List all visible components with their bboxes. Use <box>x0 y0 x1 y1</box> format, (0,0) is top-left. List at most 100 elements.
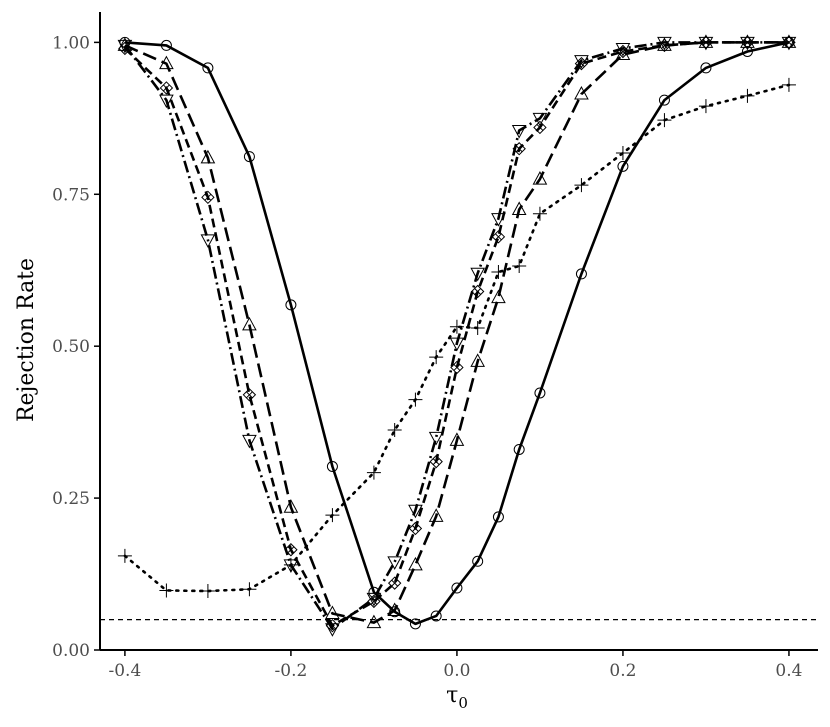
data-point <box>512 258 527 273</box>
data-point <box>492 511 504 523</box>
data-point <box>283 499 299 513</box>
data-point <box>428 508 444 522</box>
data-point <box>449 319 464 334</box>
data-point-diamond <box>159 81 174 95</box>
data-point <box>532 171 548 185</box>
data-point-diamond <box>491 230 506 244</box>
data-point-cross <box>412 525 419 532</box>
data-point <box>472 555 484 567</box>
data-point <box>200 584 215 599</box>
data-point <box>513 443 525 455</box>
data-point-cross <box>515 145 523 153</box>
data-point-diamond <box>574 56 589 71</box>
series-3 <box>118 35 796 633</box>
data-point <box>698 36 714 51</box>
series-line <box>124 41 789 628</box>
data-point <box>159 81 174 95</box>
data-point <box>741 45 753 57</box>
y-tick-label: 0.50 <box>52 337 90 357</box>
x-tick-label: -0.2 <box>275 661 308 681</box>
data-point <box>283 557 298 572</box>
data-point <box>408 521 423 536</box>
data-point <box>657 36 672 51</box>
data-point <box>366 465 381 480</box>
data-point <box>700 62 712 74</box>
data-point-cross <box>474 288 482 295</box>
y-axis-title: Rejection Rate <box>14 258 39 422</box>
data-point <box>387 556 403 570</box>
data-point <box>698 99 713 114</box>
data-point <box>617 160 629 172</box>
data-point <box>658 94 670 106</box>
data-point <box>428 431 444 446</box>
data-point <box>159 583 174 598</box>
x-tick-label: 0.2 <box>609 661 636 681</box>
y-tick-label: 0.25 <box>52 489 90 509</box>
data-point <box>533 120 547 135</box>
data-point-cross <box>432 458 440 465</box>
data-point <box>201 190 215 205</box>
x-tick-label: 0.0 <box>443 661 470 681</box>
data-point <box>159 55 174 70</box>
data-point <box>574 178 589 193</box>
data-point <box>740 36 755 51</box>
data-point <box>491 213 506 227</box>
data-point <box>511 201 527 215</box>
data-point-diamond <box>429 454 443 469</box>
data-point <box>574 55 589 69</box>
data-point <box>200 149 216 164</box>
y-tick-label: 0.00 <box>52 641 90 661</box>
data-point <box>242 434 257 449</box>
axes-layer: 0.00 0.25 0.50 0.75 1.00 -0.4 -0.2 0.0 0.2 0.4 <box>52 12 818 681</box>
data-point <box>470 267 486 282</box>
data-point <box>325 623 340 637</box>
data-point-diamond <box>118 41 132 56</box>
data-point-diamond <box>470 284 485 299</box>
data-point-diamond <box>387 576 402 590</box>
data-point <box>470 320 485 335</box>
data-point <box>242 388 257 402</box>
data-point-cross <box>453 364 461 371</box>
data-point <box>117 39 133 54</box>
data-point <box>284 543 298 557</box>
x-axis-title-main: τ <box>446 683 458 708</box>
data-point <box>387 576 402 590</box>
data-point <box>491 265 506 280</box>
data-point <box>574 85 589 100</box>
series-line <box>124 41 789 624</box>
data-point <box>368 586 380 598</box>
data-point <box>511 124 527 139</box>
data-point <box>657 113 672 128</box>
data-point <box>117 548 132 563</box>
x-tick-label: 0.4 <box>775 661 802 681</box>
data-point <box>429 350 444 365</box>
data-point-cross <box>204 193 212 201</box>
data-point <box>740 88 755 103</box>
data-point <box>534 387 546 399</box>
data-point <box>325 605 340 620</box>
data-point-diamond <box>367 594 381 609</box>
data-point-cross <box>246 391 253 399</box>
data-point-cross <box>391 579 399 587</box>
y-tick-label: 0.75 <box>52 185 90 205</box>
data-point <box>387 602 403 617</box>
data-point <box>326 460 338 472</box>
series-4 <box>117 36 797 637</box>
data-point <box>367 594 381 609</box>
data-point <box>429 454 443 469</box>
data-point-diamond <box>201 190 215 205</box>
data-point <box>325 508 340 523</box>
data-point <box>202 62 214 74</box>
series-line <box>123 41 789 631</box>
data-point <box>532 112 548 127</box>
data-point <box>449 432 465 446</box>
data-point <box>242 316 257 331</box>
data-point <box>615 145 630 160</box>
data-point <box>470 284 485 299</box>
data-point-cross <box>536 124 544 131</box>
data-point <box>160 39 172 51</box>
x-axis-title-subscript: 0 <box>458 694 468 712</box>
data-point <box>449 337 465 352</box>
data-point-diamond <box>242 388 257 402</box>
